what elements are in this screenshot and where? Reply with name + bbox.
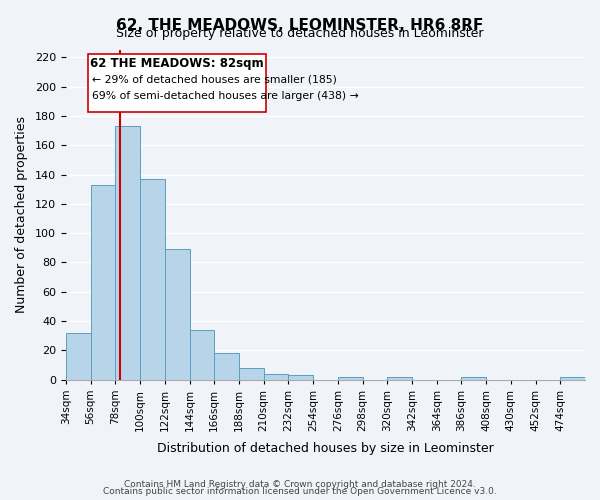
FancyBboxPatch shape xyxy=(88,54,266,112)
Bar xyxy=(140,179,165,380)
Bar xyxy=(91,185,115,380)
Bar xyxy=(560,377,585,380)
Bar xyxy=(165,250,190,380)
Bar xyxy=(190,330,214,380)
Bar xyxy=(66,333,91,380)
X-axis label: Distribution of detached houses by size in Leominster: Distribution of detached houses by size … xyxy=(157,442,494,455)
Bar xyxy=(461,377,486,380)
Text: 62 THE MEADOWS: 82sqm: 62 THE MEADOWS: 82sqm xyxy=(91,58,264,70)
Bar xyxy=(239,368,263,380)
Bar xyxy=(214,354,239,380)
Y-axis label: Number of detached properties: Number of detached properties xyxy=(15,116,28,314)
Bar xyxy=(289,376,313,380)
Text: 62, THE MEADOWS, LEOMINSTER, HR6 8RF: 62, THE MEADOWS, LEOMINSTER, HR6 8RF xyxy=(116,18,484,32)
Bar xyxy=(263,374,289,380)
Text: ← 29% of detached houses are smaller (185): ← 29% of detached houses are smaller (18… xyxy=(92,75,337,85)
Text: Size of property relative to detached houses in Leominster: Size of property relative to detached ho… xyxy=(116,28,484,40)
Text: Contains public sector information licensed under the Open Government Licence v3: Contains public sector information licen… xyxy=(103,487,497,496)
Text: Contains HM Land Registry data © Crown copyright and database right 2024.: Contains HM Land Registry data © Crown c… xyxy=(124,480,476,489)
Bar xyxy=(387,377,412,380)
Bar xyxy=(338,377,362,380)
Bar xyxy=(115,126,140,380)
Text: 69% of semi-detached houses are larger (438) →: 69% of semi-detached houses are larger (… xyxy=(92,91,359,101)
